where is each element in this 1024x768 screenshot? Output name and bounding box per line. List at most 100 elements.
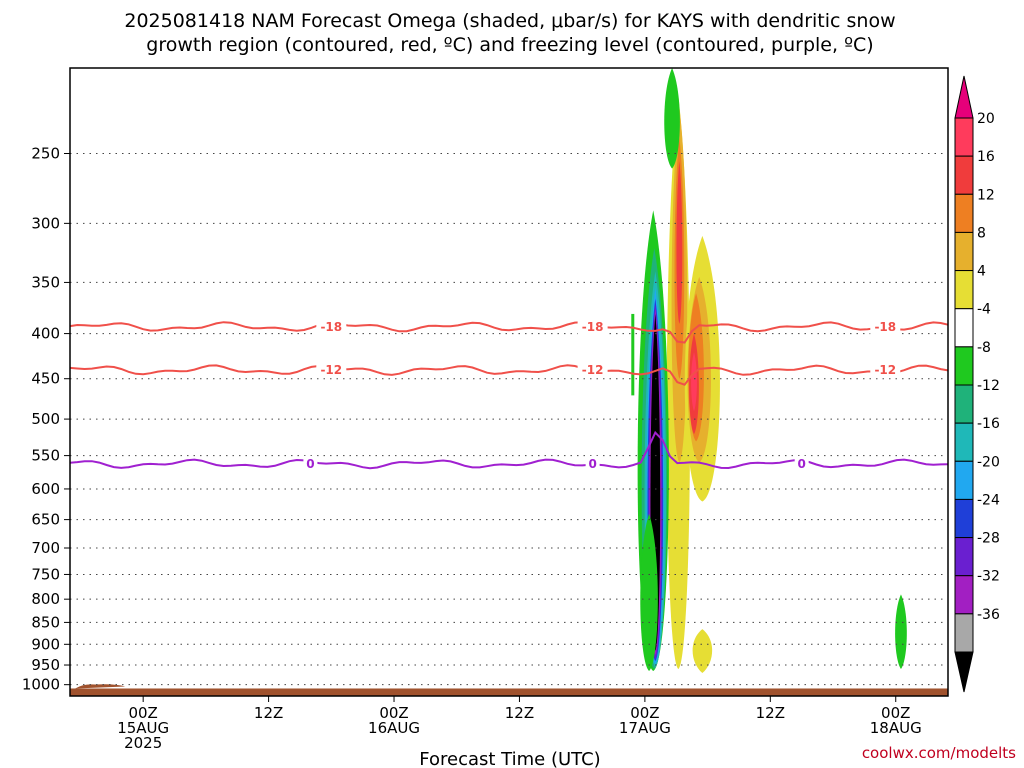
- x-tick-label-12-0: 12Z: [254, 704, 283, 722]
- y-tick-label-650: 650: [31, 511, 60, 529]
- plot-frame: [69, 67, 949, 697]
- colorbar-tick-1: 16: [977, 149, 995, 165]
- colorbar: 20 16 12 8 4 -4 -8 -12 -16 -20 -24 -28 -32 -36: [954, 75, 1000, 693]
- y-tick-label-950: 950: [31, 656, 60, 674]
- freezing-level-label-2: 0: [797, 457, 805, 471]
- colorbar-swatch-8: [954, 422, 974, 462]
- dendritic-minus18-label-0: -18: [320, 320, 342, 334]
- colorbar-swatch-3: [954, 231, 974, 272]
- y-tick-label-350: 350: [31, 273, 60, 291]
- y-tick-label-1000: 1000: [22, 676, 60, 694]
- dendritic-minus12-label-1: -12: [582, 363, 604, 377]
- chart-title-line1: 2025081418 NAM Forecast Omega (shaded, μ…: [124, 10, 895, 32]
- x-tick-label-72-0: 00Z: [881, 704, 910, 722]
- colorbar-bottom-arrow: [954, 651, 974, 693]
- x-axis-title: Forecast Time (UTC): [419, 749, 600, 768]
- pressure-gridlines: [70, 152, 948, 686]
- omega-pos-core: [676, 161, 683, 324]
- y-tick-label-700: 700: [31, 539, 60, 557]
- dendritic-minus12-label-0-bg: [316, 362, 347, 379]
- omega-neg-lobe: [640, 513, 658, 672]
- y-tick-label-800: 800: [31, 590, 60, 608]
- dendritic-minus18-label-1: -18: [582, 320, 604, 334]
- x-tick-label-36-0: 12Z: [505, 704, 534, 722]
- y-tick-label-600: 600: [31, 480, 60, 498]
- y-tick-label-500: 500: [31, 410, 60, 428]
- dendritic-minus12-label-1-bg: [577, 362, 608, 379]
- colorbar-tick-12: -32: [977, 569, 1000, 585]
- dendritic-minus12-label-2: -12: [874, 363, 896, 377]
- dendritic-minus18-label-1-bg: [577, 318, 608, 335]
- pressure-axis: 250 300 350 400 450 500 550 600 650 700 750 800 850 9…: [22, 144, 70, 694]
- y-tick-label-250: 250: [31, 144, 60, 162]
- x-tick-label-0-2: 2025: [124, 734, 162, 752]
- colorbar-tick-4: 4: [977, 264, 986, 280]
- freezing-level-line: [69, 430, 949, 470]
- terrain-bump: [75, 684, 126, 689]
- colorbar-tick-10: -24: [977, 492, 1000, 508]
- dendritic-minus12-label-2-bg: [870, 362, 901, 379]
- x-tick-label-0-0: 00Z: [128, 704, 157, 722]
- dendritic-minus18-label-0-bg: [316, 318, 347, 335]
- colorbar-swatch-7: [954, 384, 974, 424]
- colorbar-swatch-2: [954, 193, 974, 233]
- colorbar-tick-11: -28: [977, 531, 1000, 547]
- freezing-level-label-1-bg: [585, 455, 600, 472]
- dendritic-minus12-label-0: -12: [320, 363, 342, 377]
- x-tick-label-48-0: 00Z: [630, 704, 659, 722]
- colorbar-swatch-13: [954, 613, 974, 653]
- colorbar-tick-7: -12: [977, 378, 1000, 394]
- colorbar-tick-0: 20: [977, 111, 995, 127]
- dendritic-minus12-line: [69, 364, 949, 386]
- x-tick-label-48-1: 17AUG: [619, 719, 671, 737]
- chart-title-line2: growth region (contoured, red, ºC) and f…: [146, 34, 873, 56]
- colorbar-tick-2: 12: [977, 187, 995, 203]
- freezing-level-label-0: 0: [306, 457, 314, 471]
- colorbar-top-arrow: [954, 75, 974, 119]
- y-tick-label-300: 300: [31, 214, 60, 232]
- plot-area: [70, 68, 948, 696]
- colorbar-swatch-5: [954, 308, 974, 348]
- freezing-level-label-1: 0: [588, 457, 596, 471]
- x-tick-label-60-0: 12Z: [756, 704, 785, 722]
- omega-pos2-peak: [691, 352, 697, 412]
- colorbar-tick-8: -16: [977, 416, 1000, 432]
- colorbar-swatch-12: [954, 575, 974, 615]
- dendritic-minus18-line: [69, 321, 949, 344]
- colorbar-tick-13: -36: [977, 607, 1000, 623]
- x-tick-label-0-1: 15AUG: [117, 719, 169, 737]
- y-tick-label-400: 400: [31, 325, 60, 343]
- colorbar-swatch-0: [954, 117, 974, 157]
- colorbar-swatch-9: [954, 460, 974, 500]
- x-tick-label-24-0: 00Z: [379, 704, 408, 722]
- colorbar-tick-9: -20: [977, 454, 1000, 470]
- y-tick-label-750: 750: [31, 565, 60, 583]
- omega-neg-upper: [664, 68, 680, 169]
- colorbar-tick-3: 8: [977, 225, 986, 241]
- y-tick-label-550: 550: [31, 447, 60, 465]
- contour-lines: -18 -18 -18 -12 -12 -12 0 0 0: [69, 318, 949, 472]
- colorbar-swatch-1: [954, 155, 974, 195]
- colorbar-tick-5: -4: [977, 302, 991, 318]
- colorbar-swatch-10: [954, 498, 974, 539]
- omega-neg-bar: [631, 313, 635, 396]
- dendritic-minus18-label-2-bg: [870, 318, 901, 335]
- colorbar-swatch-4: [954, 270, 974, 310]
- freezing-level-label-0-bg: [303, 455, 318, 472]
- y-tick-label-850: 850: [31, 613, 60, 631]
- omega-pos3: [692, 629, 713, 674]
- omega-neg-weak: [895, 594, 907, 670]
- y-tick-label-900: 900: [31, 635, 60, 653]
- dendritic-minus18-label-2: -18: [874, 320, 896, 334]
- y-tick-label-450: 450: [31, 370, 60, 388]
- colorbar-swatch-11: [954, 537, 974, 577]
- terrain-fill: [70, 688, 948, 696]
- credit-link[interactable]: coolwx.com/modelts: [862, 744, 1016, 762]
- colorbar-swatch-6: [954, 346, 974, 386]
- x-tick-label-24-1: 16AUG: [368, 719, 420, 737]
- colorbar-tick-6: -8: [977, 340, 991, 356]
- x-tick-label-72-1: 18AUG: [870, 719, 922, 737]
- freezing-level-label-2-bg: [794, 455, 809, 472]
